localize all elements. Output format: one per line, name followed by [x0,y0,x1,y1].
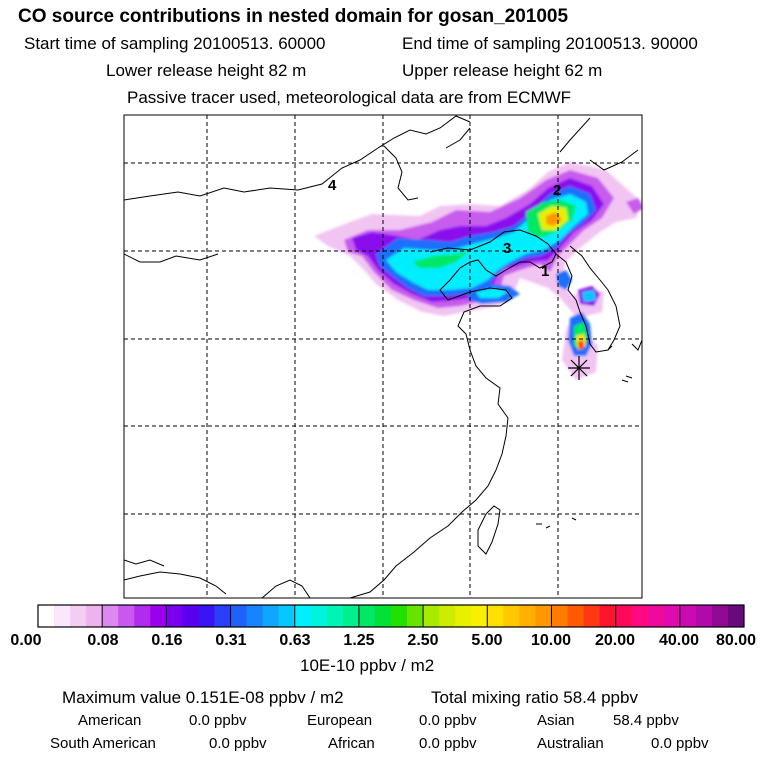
european-value: 0.0 ppbv [419,712,477,729]
total-mixing-ratio-label: Total mixing ratio 58.4 ppbv [431,688,638,707]
african-value: 0.0 ppbv [419,735,477,752]
end-time-label: End time of sampling 20100513. 90000 [402,34,698,53]
colorbar-tick-label: 40.00 [658,632,700,649]
african-label: African [328,735,375,752]
colorbar-tick-label: 0.16 [151,632,183,649]
maximum-value-label: Maximum value 0.151E-08 ppbv / m2 [62,688,344,707]
australian-label: Australian [537,735,604,752]
south-american-label: South American [50,735,156,752]
map-label-4: 4 [328,177,337,194]
colorbar-tick-label: 20.00 [594,632,636,649]
colorbar-tick-label: 0.31 [215,632,247,649]
map-label-1: 1 [541,263,549,280]
australian-value: 0.0 ppbv [651,735,709,752]
start-time-label: Start time of sampling 20100513. 60000 [24,34,326,53]
asian-value: 58.4 ppbv [613,712,679,729]
colorbar-tick-label: 0.00 [10,632,42,649]
colorbar-tick-label: 5.00 [471,632,503,649]
colorbar-unit-label: 10E-10 ppbv / m2 [300,656,435,675]
colorbar-tick-label: 2.50 [407,632,439,649]
upper-release-height-label: Upper release height 62 m [402,61,603,80]
asian-label: Asian [537,712,575,729]
colorbar-tick-label: 0.08 [87,632,119,649]
coastlines [124,115,642,598]
lower-release-height-label: Lower release height 82 m [106,61,307,80]
map-frame [123,114,643,599]
plume-field [314,162,642,380]
plume-layer-green [412,250,470,268]
colorbar-tick-label: 0.63 [279,632,311,649]
colorbar-tick-label: 1.25 [343,632,375,649]
colorbar-tick-label: 80.00 [715,632,757,649]
chart-title: CO source contributions in nested domain… [18,6,569,27]
european-label: European [307,712,373,729]
south-american-value: 0.0 ppbv [209,735,267,752]
american-value: 0.0 ppbv [189,712,247,729]
colorbar-tick-label: 10.00 [530,632,572,649]
map-label-3: 3 [503,240,511,257]
tracer-info-label: Passive tracer used, meteorological data… [127,88,572,107]
lat-lon-grid [124,115,642,598]
american-label: American [78,712,142,729]
map-label-2: 2 [553,182,561,199]
source-contribution-map: 1 2 3 4 [123,114,643,599]
receptor-marker-icon [568,356,590,380]
